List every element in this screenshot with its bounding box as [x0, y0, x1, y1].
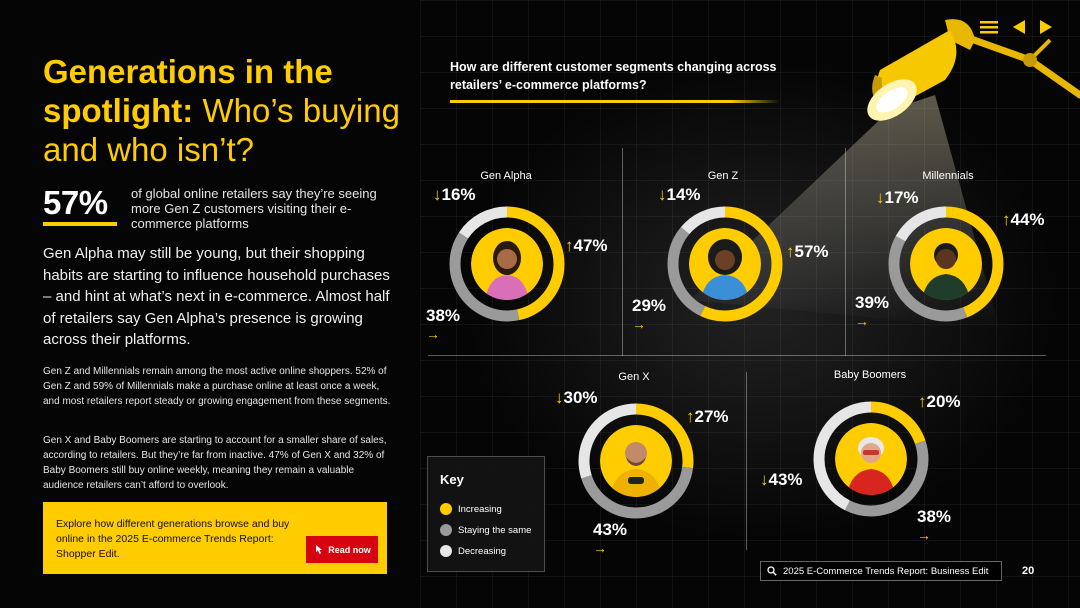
gen-alpha-person-image — [471, 228, 543, 300]
millennials-same-value: 39% → — [855, 293, 890, 329]
donut-slice-decreasing — [449, 206, 565, 322]
gen-z-increasing-value: ↑57% — [786, 242, 829, 261]
gen-alpha-same-value: 38% → — [426, 306, 461, 342]
legend-dot-decreasing — [440, 545, 452, 557]
question-underline — [450, 100, 780, 103]
donut-chart-gen-x — [578, 403, 694, 519]
donut-slice-same — [667, 206, 783, 322]
donut-chart-gen-alpha — [449, 206, 565, 322]
divider — [622, 148, 623, 356]
menu-button[interactable] — [978, 18, 1000, 36]
donut-slice-decreasing — [578, 403, 694, 519]
segment-label-baby-boomers: Baby Boomers — [833, 369, 907, 381]
donut-slice-same — [578, 403, 694, 519]
stat-value: 57% — [43, 184, 108, 221]
gen-z-decreasing-value: ↓14% — [658, 185, 701, 204]
segment-label-millennials: Millennials — [922, 170, 974, 182]
baby-boomers-increasing-value: ↑20% — [918, 392, 961, 411]
segment-label-gen-x: Gen X — [618, 371, 650, 383]
lamp-icon — [867, 19, 1080, 121]
read-now-button[interactable]: Read now — [306, 536, 378, 563]
chart-question: How are different customer segments chan… — [450, 60, 777, 92]
page-number: 20 — [1022, 565, 1035, 577]
donut-slice-decreasing — [813, 401, 929, 517]
legend-item-same: Staying the same — [440, 524, 531, 536]
read-now-label: Read now — [328, 544, 371, 555]
search-link-text: 2025 E-Commerce Trends Report: Business … — [783, 565, 989, 577]
divider — [746, 372, 747, 550]
donut-slice-same — [449, 206, 565, 322]
legend-item-increasing: Increasing — [440, 503, 502, 515]
gen-x-increasing-value: ↑27% — [686, 407, 729, 426]
gen-alpha-increasing-value: ↑47% — [565, 236, 608, 255]
page-title-bold: Generations in the spotlight: — [43, 53, 333, 129]
donut-slice-decreasing — [667, 206, 783, 322]
segment-label-gen-z: Gen Z — [707, 170, 739, 182]
donut-slice-same — [813, 401, 929, 517]
baby-boomers-person-image — [835, 423, 907, 495]
gen-x-decreasing-value: ↓30% — [555, 388, 598, 407]
divider — [845, 148, 846, 356]
legend-dot-increasing — [440, 503, 452, 515]
millennials-increasing-value: ↑44% — [1002, 210, 1045, 229]
gen-x-same-value: 43% → — [593, 520, 628, 556]
donut-chart-millennials — [888, 206, 1004, 322]
legend-key: Key Increasing Staying the same Decreasi… — [427, 456, 545, 572]
baby-boomers-same-value: 38% → — [917, 507, 952, 543]
previous-page-button[interactable] — [1010, 18, 1028, 36]
page-title: Generations in the spotlight: Who’s buyi… — [43, 52, 413, 169]
prev-arrow-icon — [1013, 20, 1025, 34]
donut-chart-gen-z — [667, 206, 783, 322]
segment-label-gen-alpha: Gen Alpha — [480, 170, 532, 182]
legend-title: Key — [440, 472, 464, 487]
body-paragraph: Gen Z and Millennials remain among the m… — [43, 366, 391, 407]
intro-paragraph: Gen Alpha may still be young, but their … — [43, 245, 390, 348]
next-page-button[interactable] — [1037, 18, 1055, 36]
gen-x-person-image — [600, 425, 672, 497]
divider — [428, 355, 1046, 356]
gen-alpha-decreasing-value: ↓16% — [433, 185, 476, 204]
page-title-light: Who’s buying and who isn’t? — [43, 92, 400, 168]
cta-box: Explore how different generations browse… — [43, 502, 387, 574]
millennials-person-image — [910, 228, 982, 300]
search-icon — [767, 566, 777, 576]
body-paragraph: Gen X and Baby Boomers are starting to a… — [43, 435, 387, 491]
gen-z-same-value: 29% → — [632, 296, 667, 332]
legend-dot-same — [440, 524, 452, 536]
report-search-link[interactable]: 2025 E-Commerce Trends Report: Business … — [760, 561, 1002, 581]
donut-chart-baby-boomers — [813, 401, 929, 517]
pointer-icon — [316, 545, 323, 554]
millennials-decreasing-value: ↓17% — [876, 188, 919, 207]
next-arrow-icon — [1040, 20, 1052, 34]
legend-item-decreasing: Decreasing — [440, 545, 506, 557]
menu-icon — [980, 21, 998, 34]
donut-slice-decreasing — [888, 206, 1004, 322]
baby-boomers-decreasing-value: ↓43% — [760, 470, 803, 489]
gen-z-person-image — [689, 228, 761, 300]
stat-description: of global online retailers say they’re s… — [131, 186, 377, 231]
cta-text: Explore how different generations browse… — [56, 518, 290, 560]
stat-underline — [43, 222, 117, 226]
donut-slice-same — [888, 206, 1004, 322]
